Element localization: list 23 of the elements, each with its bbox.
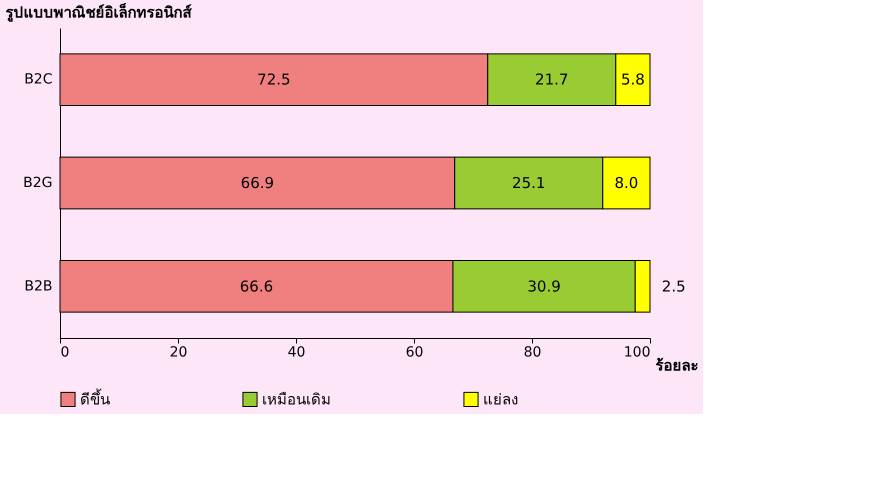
x-tick-label: 40 bbox=[288, 344, 306, 360]
legend-label: เหมือนเดิม bbox=[262, 390, 331, 408]
data-label: 21.7 bbox=[535, 70, 568, 89]
data-label: 30.9 bbox=[527, 277, 561, 296]
legend-label: ดีขึ้น bbox=[80, 388, 110, 408]
x-axis-title: ร้อยละ bbox=[656, 356, 698, 374]
x-tick-label: 100 bbox=[624, 344, 650, 360]
x-tick-label: 80 bbox=[524, 344, 542, 360]
data-label: 72.5 bbox=[257, 70, 291, 89]
x-tick-label: 60 bbox=[406, 344, 424, 360]
data-label: 25.1 bbox=[512, 174, 546, 192]
data-label: 2.5 bbox=[662, 277, 686, 296]
x-tick-label: 0 bbox=[60, 344, 70, 360]
x-tick-label: 20 bbox=[170, 344, 188, 360]
y-tick-label: B2B bbox=[24, 278, 52, 294]
data-label: 5.8 bbox=[620, 70, 645, 89]
y-tick-label: B2G bbox=[23, 175, 52, 191]
data-label: 66.9 bbox=[240, 174, 274, 192]
y-axis-title: รูปแบบพาณิชย์อิเล็กทรอนิกส์ bbox=[6, 2, 192, 22]
data-label: 66.6 bbox=[240, 277, 274, 296]
legend-label: แย่ลง bbox=[483, 390, 518, 408]
data-label: 8.0 bbox=[614, 174, 638, 192]
y-tick-label: B2C bbox=[24, 72, 53, 88]
